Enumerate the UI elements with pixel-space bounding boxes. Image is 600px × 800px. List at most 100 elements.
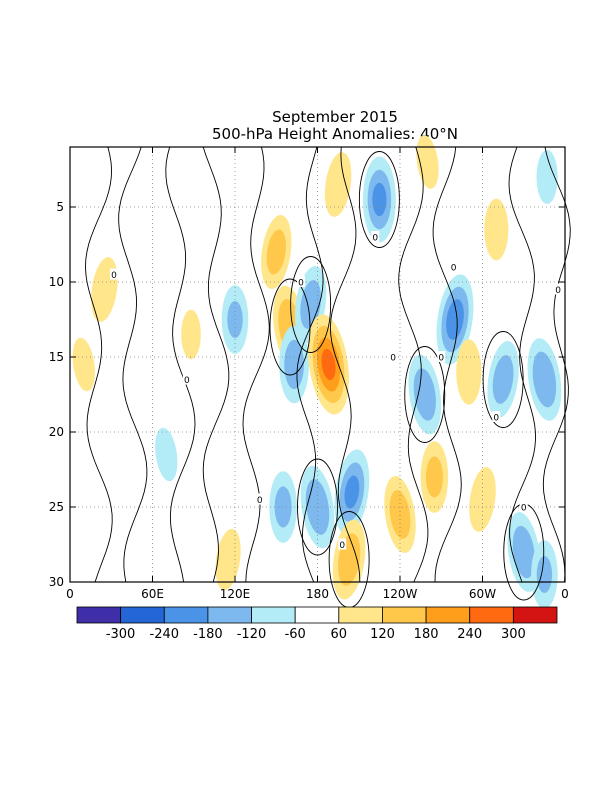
y-tick-label: 20 [49, 425, 64, 439]
anomaly-negative [284, 339, 304, 390]
contour-label-bg [338, 538, 347, 550]
contour-label-bg [110, 268, 118, 280]
contour-label: 0 [372, 234, 378, 244]
colorbar-label: -180 [193, 627, 223, 642]
zero-contour [202, 146, 230, 583]
anomaly-positive [389, 490, 411, 539]
colorbar-swatch [512, 606, 558, 624]
anomaly-negative [532, 351, 557, 408]
zero-contour [404, 346, 446, 443]
contour-label-bg [519, 501, 528, 512]
contour-label-bg [389, 351, 398, 362]
grid [70, 147, 565, 582]
anomaly-positive [215, 528, 241, 591]
anomaly-negative [155, 427, 178, 482]
colorbar-label: 120 [370, 627, 395, 642]
zero-contour [165, 146, 196, 583]
colorbar-swatch [338, 606, 383, 624]
colorbar-label: 180 [414, 627, 439, 642]
anomaly-negative [536, 556, 553, 593]
plot-area: 0 0 0 0 0 0 0 0 0 0 0 0 [69, 135, 571, 609]
anomaly-positive [321, 348, 336, 381]
contour-label: 0 [555, 286, 561, 296]
contour-label-bg [554, 283, 563, 295]
zero-contour [508, 146, 536, 583]
x-axis: 0 60E 120E 180 120W 60W 0 [66, 147, 569, 601]
contour-label: 0 [390, 354, 396, 364]
contour-label-bg [297, 276, 305, 287]
anomaly-positive [484, 198, 509, 261]
zero-contour [329, 146, 361, 583]
anomaly-negative [512, 525, 535, 579]
anomaly-negative [446, 299, 464, 340]
contour-label: 0 [521, 504, 527, 514]
chart-title: September 2015 [272, 108, 398, 126]
contour-label-bg [182, 373, 191, 385]
zero-contour [242, 146, 270, 583]
zero-contour [296, 146, 324, 583]
x-tick-label: 120W [383, 587, 418, 601]
y-tick-label: 30 [49, 575, 64, 589]
colorbar-swatch [163, 606, 209, 624]
contour-label-bg [449, 261, 458, 272]
colorbar-swatch [425, 606, 471, 624]
contour-label-bg [371, 231, 380, 242]
chart-subtitle: 500-hPa Height Anomalies: 40°N [212, 125, 458, 143]
anomaly-negative [344, 475, 360, 509]
colorbar-label: 60 [331, 627, 348, 642]
anomaly-negative [372, 182, 387, 217]
colorbar-swatch [469, 606, 514, 624]
anomaly-positive [425, 456, 443, 498]
anomaly-positive [324, 152, 352, 217]
zero-contour [482, 331, 524, 428]
zero-contours: 0 0 0 0 0 0 0 0 0 0 0 0 [85, 146, 571, 608]
x-tick-label: 60W [469, 587, 496, 601]
zero-contour [85, 146, 113, 583]
x-tick-label: 60E [141, 587, 164, 601]
contour-label: 0 [339, 541, 345, 551]
zero-contour [118, 146, 148, 583]
anomaly-negative [413, 368, 436, 421]
anomaly-negative [300, 280, 321, 329]
colorbar-swatch [207, 606, 252, 624]
colorbar-swatch [76, 606, 122, 624]
colorbar-label: 240 [457, 627, 482, 642]
y-tick-label: 15 [49, 350, 64, 364]
x-tick-label: 180 [306, 587, 329, 601]
colorbar-swatch [120, 606, 165, 624]
colorbar-swatch [382, 606, 427, 624]
anomaly-positive [91, 257, 118, 322]
anomaly-positive [266, 229, 286, 275]
anomaly-positive [72, 337, 95, 392]
contour-label: 0 [493, 414, 499, 424]
y-tick-label: 10 [49, 275, 64, 289]
contour-label: 0 [438, 354, 444, 364]
zero-contour [269, 278, 311, 376]
anomaly-positive [181, 309, 201, 360]
contour-label-bg [492, 411, 501, 422]
anomaly-negative [274, 486, 292, 528]
contour-label: 0 [111, 271, 117, 281]
y-tick-label: 25 [49, 500, 64, 514]
colorbar-label: -240 [150, 627, 180, 642]
y-tick-label: 5 [56, 200, 64, 214]
contour-label: 0 [451, 264, 457, 274]
contour-label: 0 [298, 279, 304, 289]
colorbar-label: 300 [501, 627, 526, 642]
colorbar-label: -300 [106, 627, 136, 642]
zero-contour [297, 458, 338, 556]
x-tick-label: 0 [561, 587, 569, 601]
zero-contour [432, 146, 462, 583]
zero-contour [358, 151, 400, 248]
anomaly-positive [416, 135, 439, 189]
anomaly-positive [456, 339, 482, 405]
x-tick-label: 0 [66, 587, 74, 601]
colorbar-label: -120 [237, 627, 267, 642]
colorbar: -300 -240 -180 -120 -60 60 120 180 240 300 [76, 606, 558, 642]
colorbar-swatch [294, 606, 340, 624]
anomaly-negative [536, 150, 558, 204]
y-axis: 5 10 15 20 25 30 [49, 200, 565, 589]
x-tick-label: 120E [220, 587, 251, 601]
contour-label: 0 [184, 376, 190, 386]
